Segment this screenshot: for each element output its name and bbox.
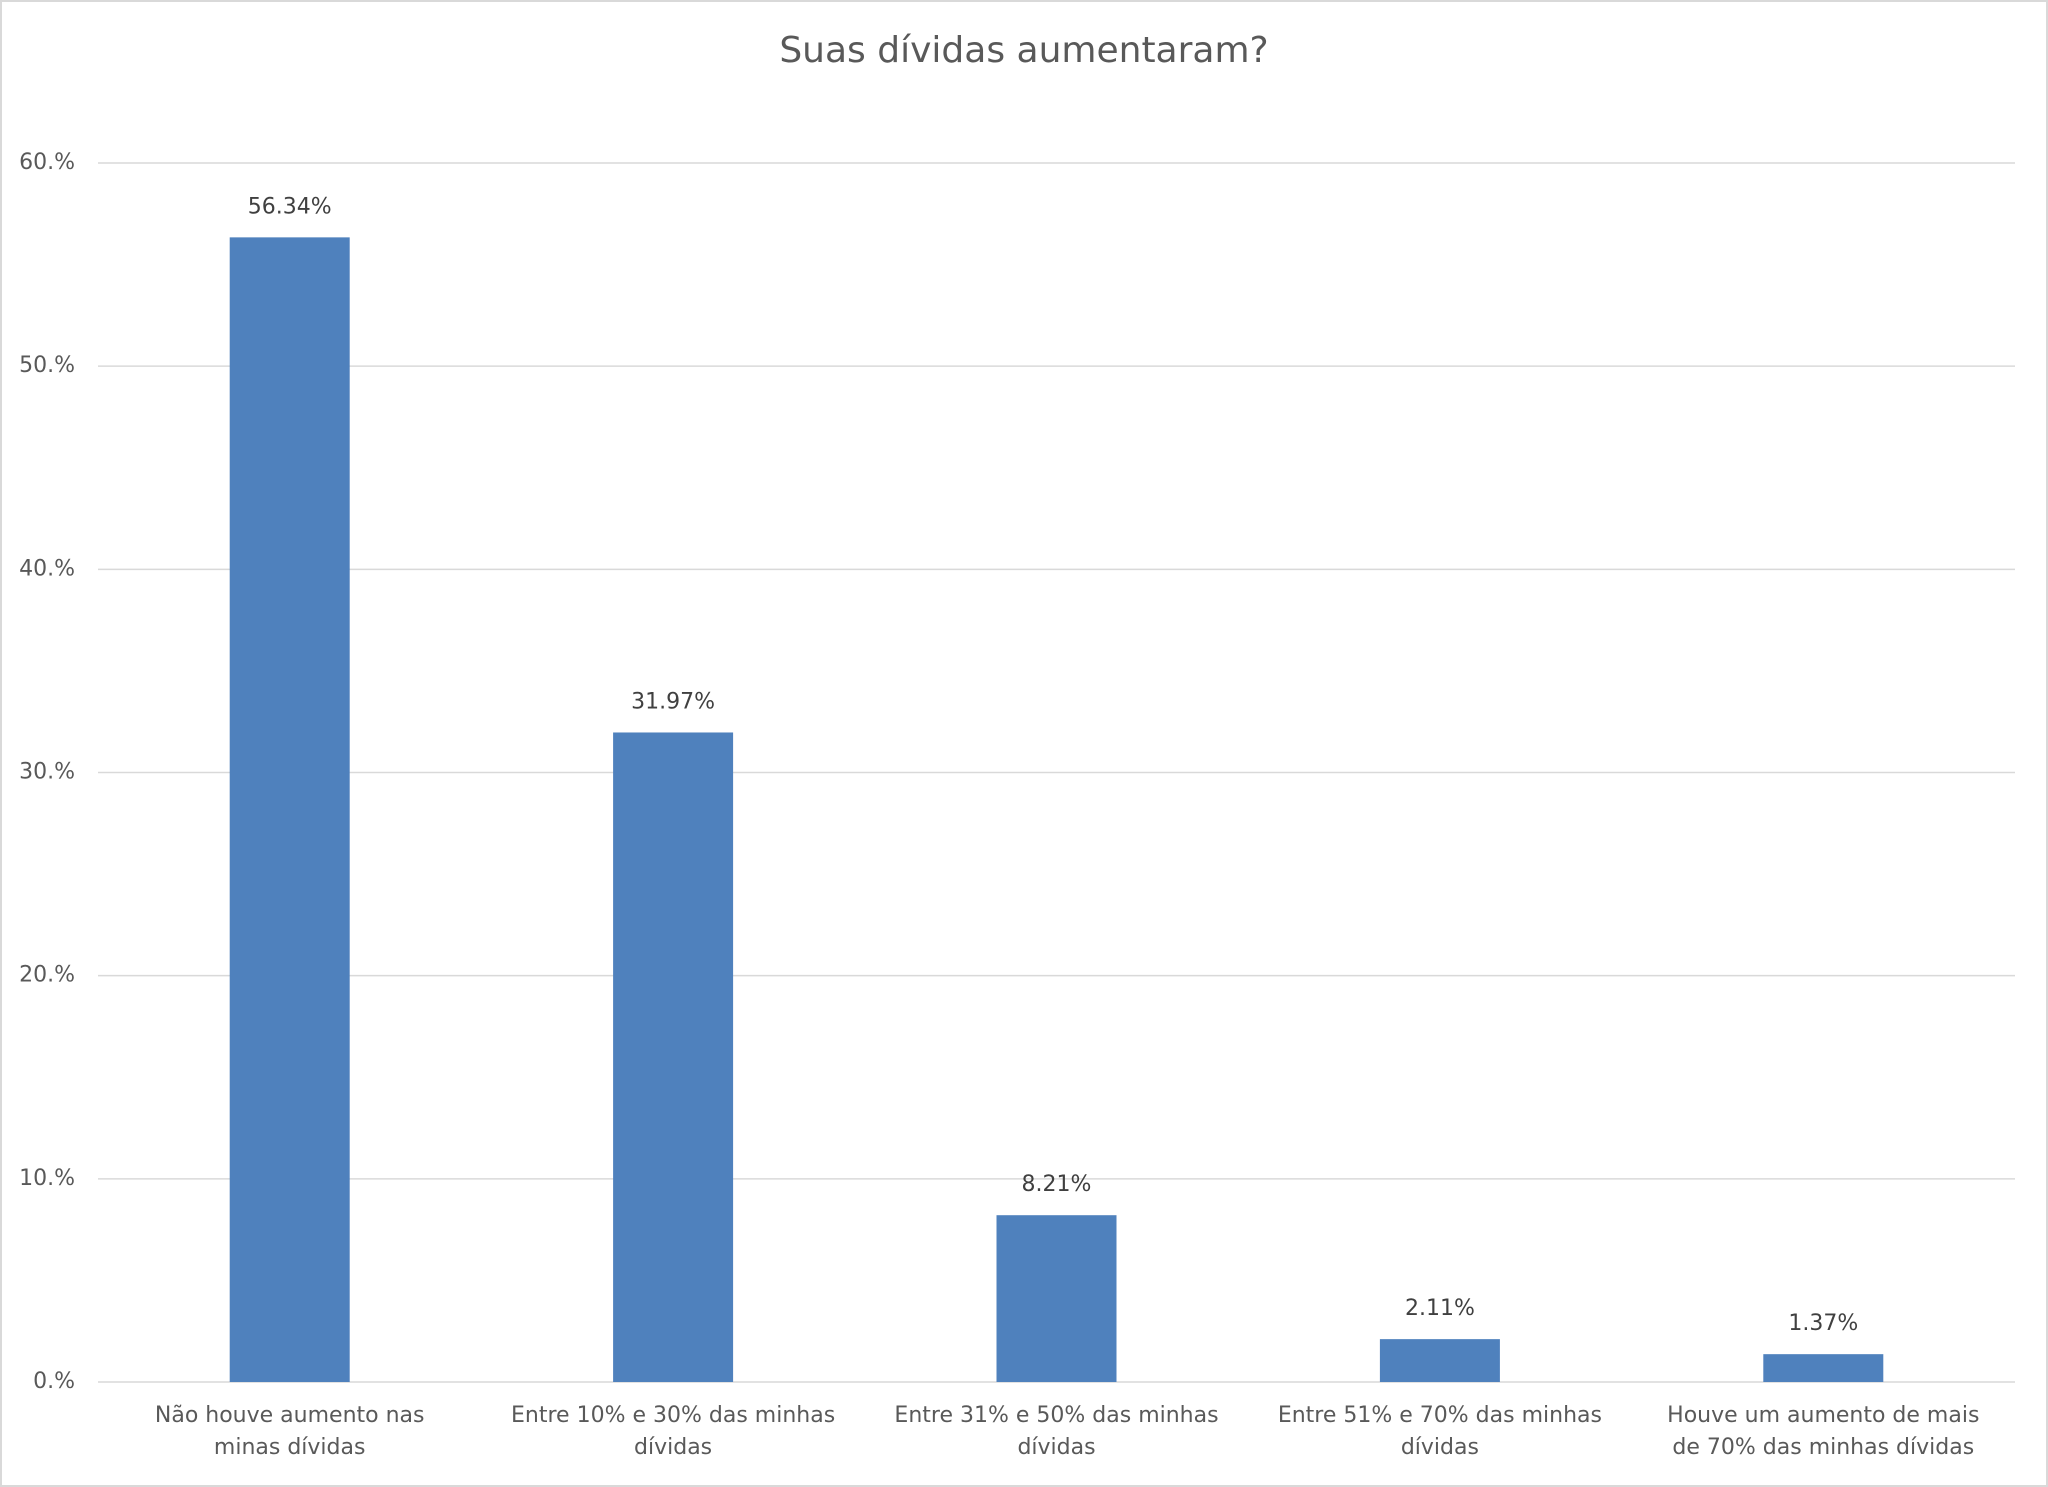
- data-label: 2.11%: [1405, 1296, 1475, 1321]
- x-tick-label: Houve um aumento de mais de 70% das minh…: [1667, 1403, 1980, 1460]
- bar: [229, 237, 350, 1382]
- x-tick-label: Entre 10% e 30% das minhas dívidas: [511, 1403, 836, 1460]
- x-tick-label: Entre 51% e 70% das minhas dívidas: [1277, 1403, 1602, 1460]
- bar: [1763, 1354, 1884, 1382]
- y-tick-label: 30.%: [19, 760, 75, 785]
- data-label: 31.97%: [631, 689, 715, 714]
- y-tick-label: 50.%: [19, 353, 75, 378]
- x-tick-label: Entre 31% e 50% das minhas dívidas: [894, 1403, 1219, 1460]
- chart-title: Suas dívidas aumentaram?: [779, 30, 1268, 71]
- bar: [613, 732, 734, 1382]
- data-label: 56.34%: [248, 194, 332, 219]
- y-tick-label: 20.%: [19, 963, 75, 988]
- y-tick-label: 0.%: [33, 1369, 75, 1394]
- bar: [1379, 1339, 1500, 1382]
- y-tick-label: 60.%: [19, 150, 75, 175]
- x-tick-label: Não houve aumento nas minas dívidas: [154, 1403, 425, 1460]
- bar: [996, 1215, 1117, 1382]
- y-tick-label: 40.%: [19, 556, 75, 581]
- data-label: 1.37%: [1788, 1311, 1858, 1336]
- y-tick-label: 10.%: [19, 1166, 75, 1191]
- data-label: 8.21%: [1022, 1172, 1092, 1197]
